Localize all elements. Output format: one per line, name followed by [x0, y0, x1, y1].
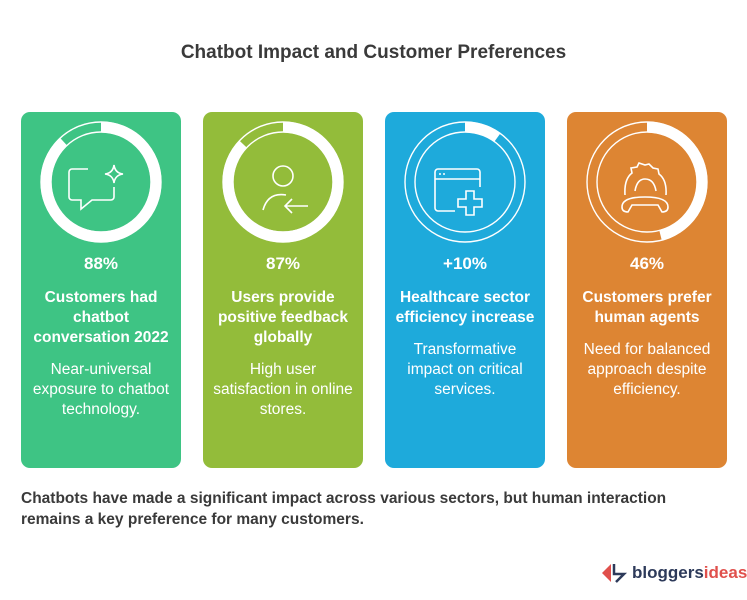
page-title: Chatbot Impact and Customer Preferences	[180, 42, 567, 63]
stat-heading: Customers prefer human agents	[582, 289, 712, 326]
stat-value: 46%	[629, 254, 665, 273]
progress-ring	[586, 121, 708, 243]
bloggersideas-logo: bloggersideas	[602, 562, 747, 584]
user-arrow-icon	[262, 165, 308, 214]
stat-value: 88%	[83, 254, 119, 273]
stat-value: +10%	[443, 254, 487, 273]
stat-heading: Healthcare sector efficiency increase	[395, 289, 535, 326]
stat-description: High user satisfaction in online stores.	[213, 361, 353, 418]
chat-sparkle-icon	[68, 164, 124, 211]
progress-ring	[222, 121, 344, 243]
logo-text-bloggers: bloggers	[632, 563, 704, 582]
logo-text-ideas: ideas	[703, 563, 747, 582]
stat-heading: Users provide positive feedback globally	[217, 289, 349, 346]
stat-card: 46% Customers prefer human agents Need f…	[567, 112, 727, 468]
progress-ring-fill	[586, 121, 708, 243]
progress-ring	[404, 121, 526, 243]
stat-card: 88% Customers had chatbot conversation 2…	[21, 112, 181, 468]
stat-card: +10% Healthcare sector efficiency increa…	[385, 112, 545, 468]
progress-ring-fill	[40, 121, 162, 243]
progress-ring	[40, 121, 162, 243]
support-gear-phone-icon	[621, 162, 669, 213]
progress-ring-fill	[222, 121, 344, 243]
stat-description: Near-universal exposure to chatbot techn…	[32, 361, 170, 418]
footer-summary: Chatbots have made a significant impact …	[21, 490, 667, 528]
stat-value: 87%	[265, 254, 301, 273]
medical-window-icon	[434, 168, 483, 216]
stat-description: Transformative impact on critical servic…	[407, 341, 523, 398]
stat-card: 87% Users provide positive feedback glob…	[203, 112, 363, 468]
logo-icon	[602, 564, 628, 583]
progress-ring-fill	[404, 121, 526, 243]
stat-description: Need for balanced approach despite effic…	[583, 341, 711, 398]
stat-heading: Customers had chatbot conversation 2022	[33, 289, 169, 346]
